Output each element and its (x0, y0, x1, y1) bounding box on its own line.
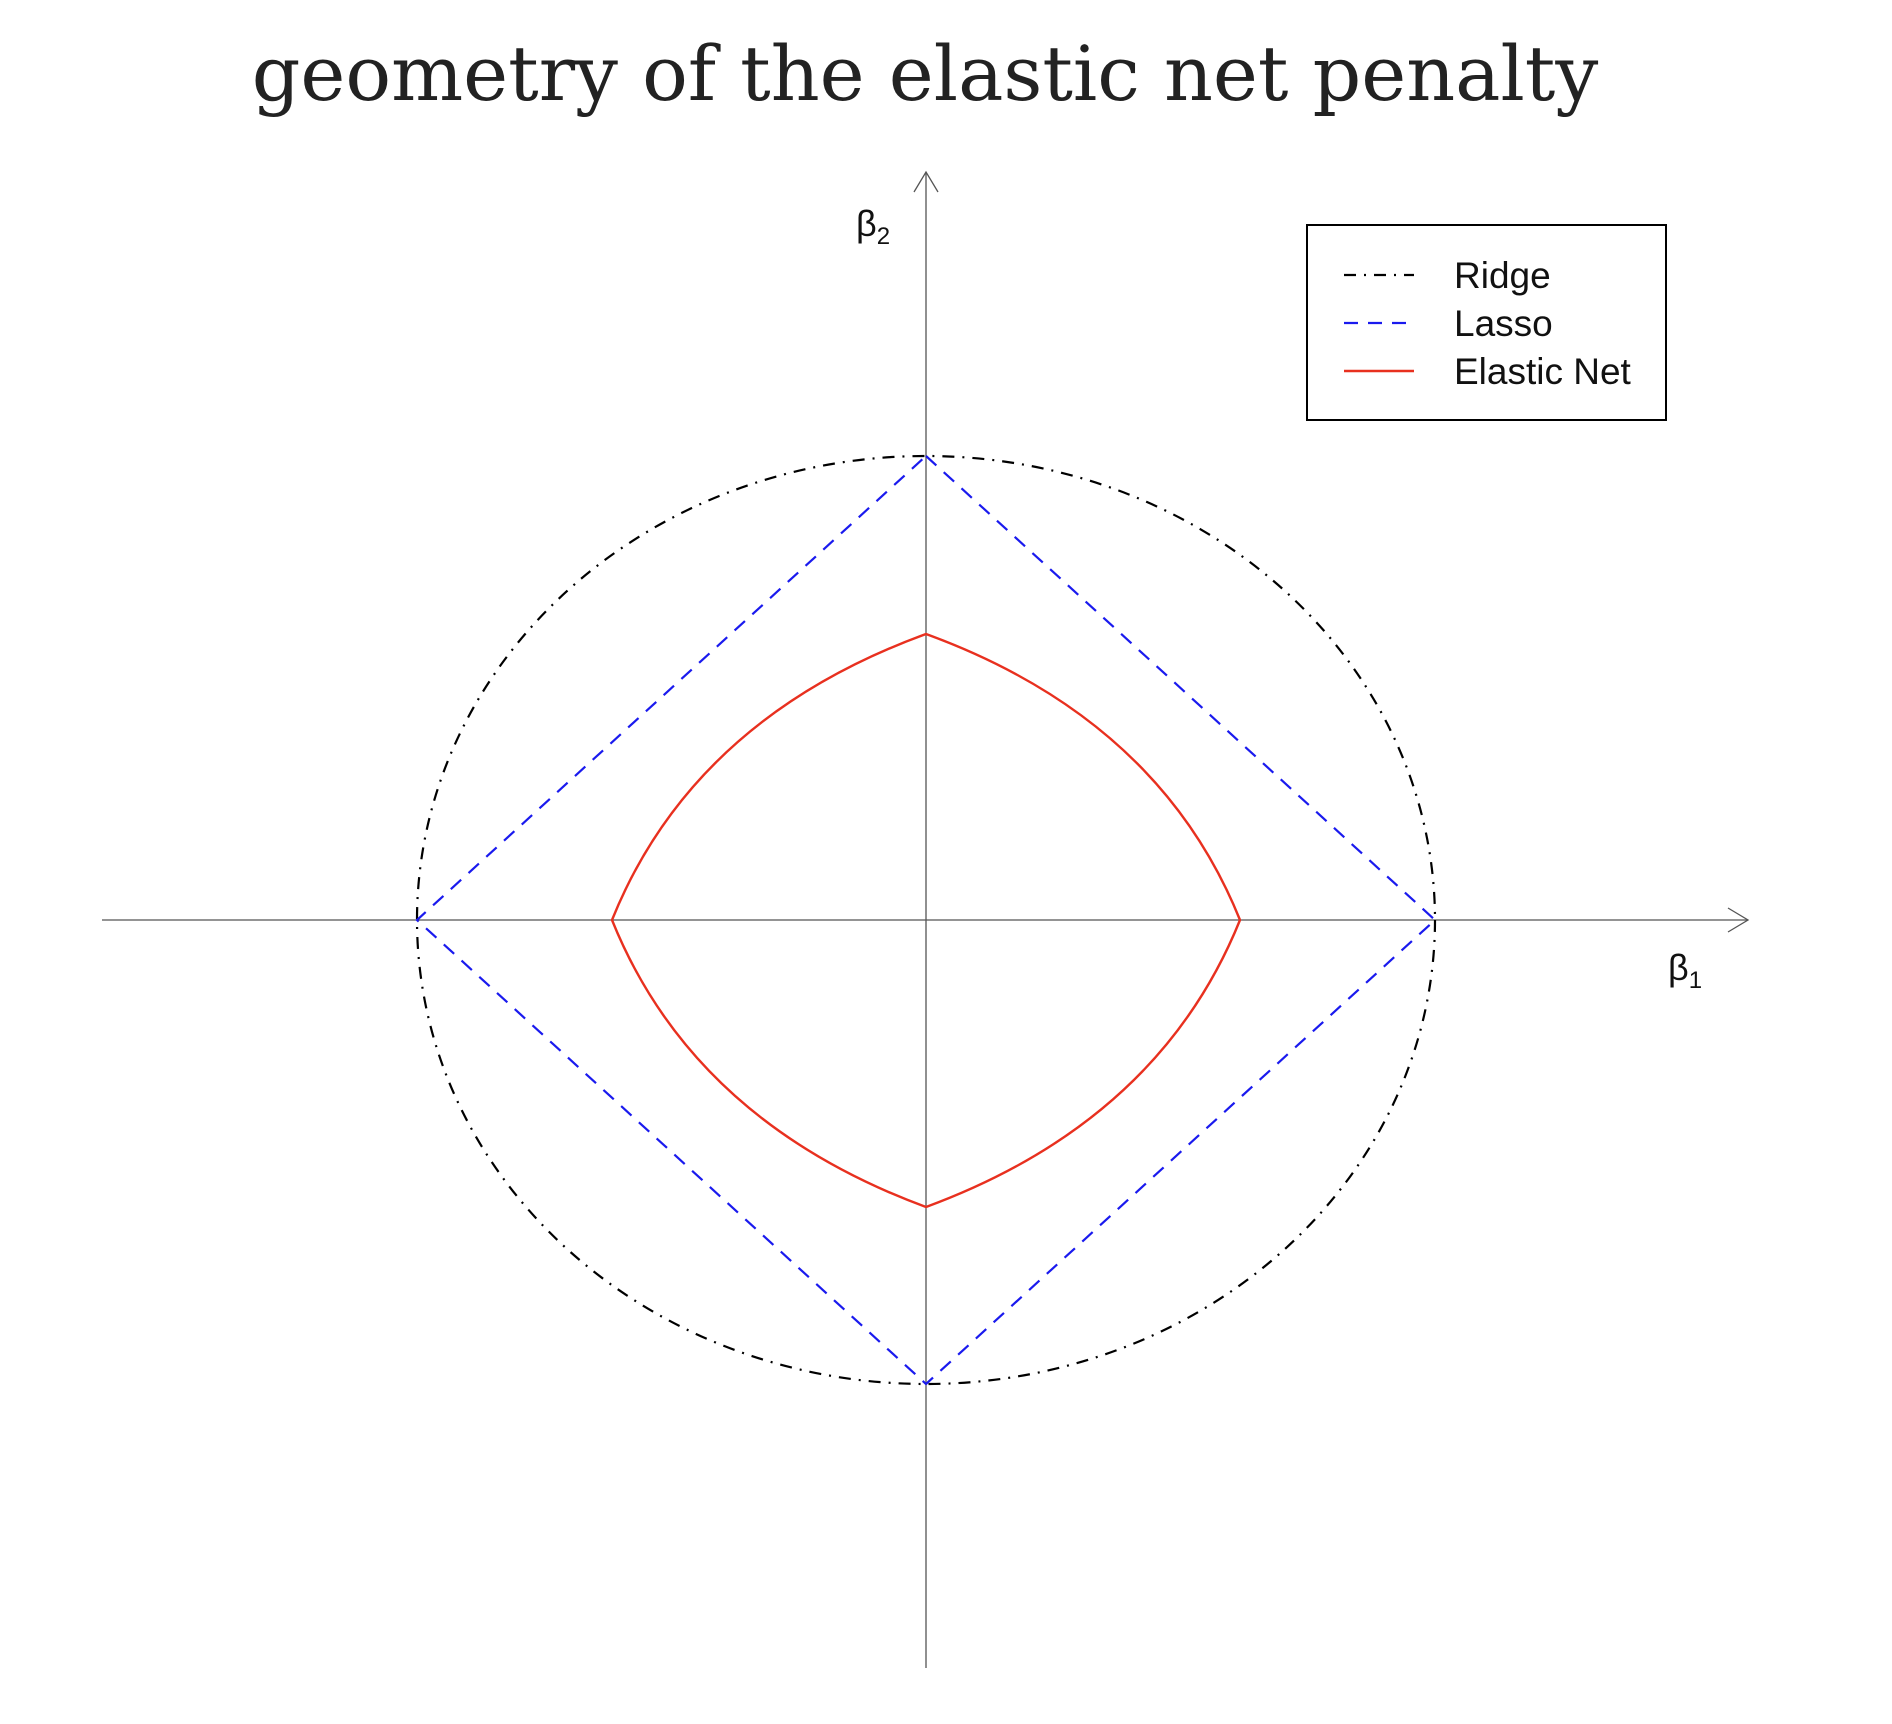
y-axis-label-subscript: 2 (877, 223, 890, 250)
legend-entry-lasso: Lasso (1344, 303, 1553, 344)
x-axis-label: β1 (1668, 947, 1702, 994)
diagram-title: geometry of the elastic net penalty (252, 29, 1599, 118)
y-axis-label-symbol: β (856, 203, 877, 244)
x-axis-label-subscript: 1 (1689, 967, 1702, 994)
elastic-net-curve (610, 632, 1242, 1209)
legend-entry-ridge: Ridge (1344, 255, 1551, 296)
legend: Ridge Lasso Elastic Net (1306, 224, 1667, 421)
x-axis-arrowhead (1727, 907, 1750, 933)
x-axis-label-symbol: β (1668, 947, 1689, 988)
legend-entry-elastic-net: Elastic Net (1344, 351, 1632, 392)
y-axis-label: β2 (856, 203, 890, 250)
legend-box (1306, 224, 1667, 421)
lasso-diamond-curve (415, 454, 1437, 1386)
legend-ridge-label: Ridge (1454, 255, 1551, 296)
legend-lasso-label: Lasso (1454, 303, 1553, 344)
ridge-circle-curve (415, 454, 1437, 1386)
y-axis-arrowhead (913, 170, 939, 193)
coordinate-axes (102, 170, 1750, 1668)
legend-elastic-net-label: Elastic Net (1454, 351, 1632, 392)
